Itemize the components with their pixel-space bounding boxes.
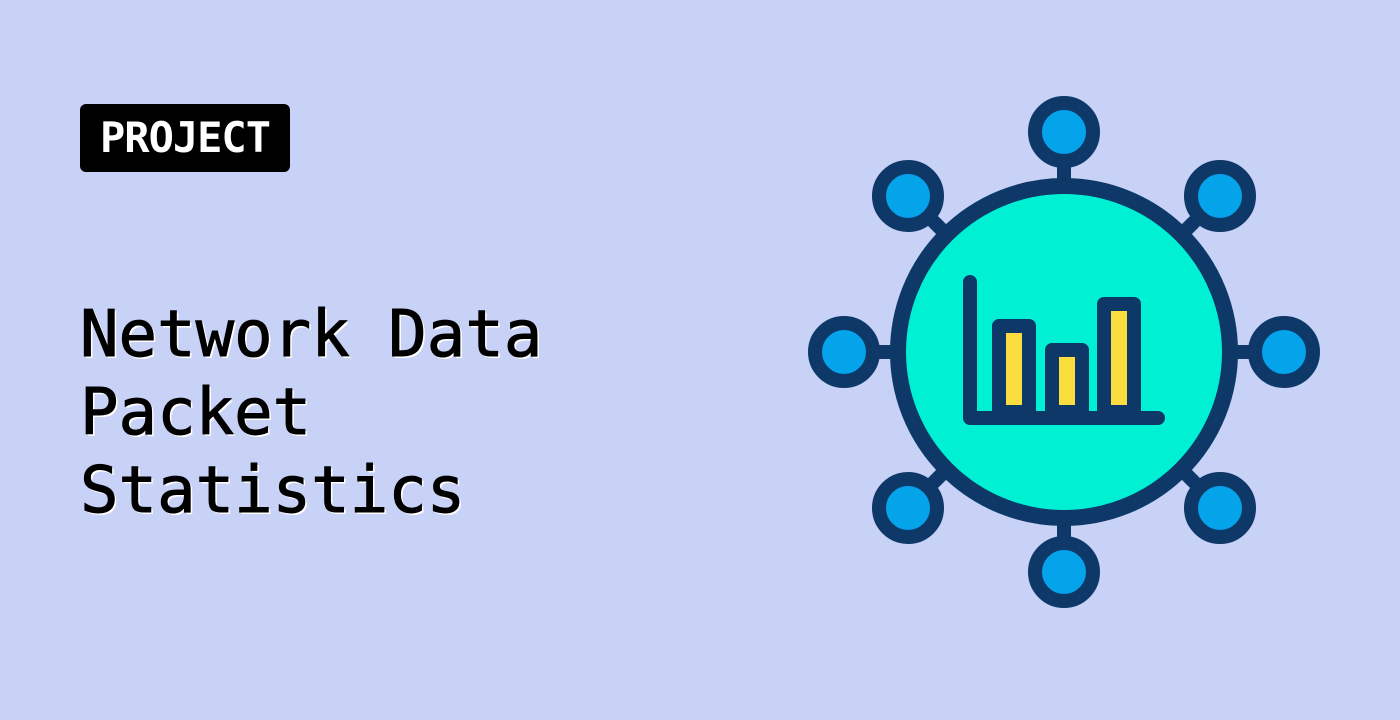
project-badge: PROJECT [80,104,291,172]
node-top [1028,96,1100,168]
node-right [1248,316,1320,388]
chart-axes [963,275,1165,425]
node-bottom [1028,536,1100,608]
title-line-3: Statistics [79,454,466,529]
bar-2 [1045,343,1089,419]
node-left [808,316,880,388]
node-bottom-left [872,472,944,544]
title-line-2: Packet [79,376,312,451]
page-title: Network Data Packet Statistics [79,296,543,530]
bar-3 [1097,297,1141,419]
network-chart-icon [800,96,1330,616]
node-top-right [1184,160,1256,232]
bar-1 [992,319,1036,419]
title-line-1: Network Data [79,298,543,373]
node-top-left [872,160,944,232]
node-bottom-right [1184,472,1256,544]
